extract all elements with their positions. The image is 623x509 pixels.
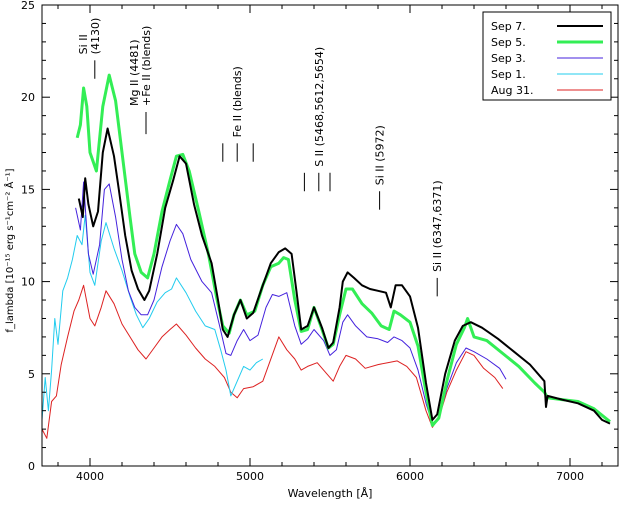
annotation-label: Si II [77,34,90,54]
y-tick-label: 15 [21,183,35,196]
legend-label: Sep 7. [491,20,526,33]
y-tick-label: 5 [28,368,35,381]
y-tick-label: 25 [21,0,35,12]
y-tick-label: 0 [28,460,35,473]
series-line [75,73,611,427]
legend-label: Sep 5. [491,36,526,49]
annotation-label: S II (5468,5612,5654) [313,47,326,167]
annotation-label: Fe II (blends) [231,66,244,137]
series-layer [41,73,611,439]
x-axis-label: Wavelength [Å] [288,487,373,500]
annotation-label: Si II (5972) [374,125,387,185]
y-tick-label: 10 [21,276,35,289]
series-line [41,214,264,420]
annotation-label: +Fe II (blends) [140,26,153,106]
series-line [41,284,504,439]
annotation-label: Mg II (4481) [128,39,141,106]
legend-label: Sep 1. [491,68,526,81]
legend-label: Sep 3. [491,52,526,65]
series-line [77,127,611,425]
x-tick-label: 5000 [236,470,264,483]
x-tick-label: 4000 [76,470,104,483]
legend-label: Aug 31. [491,84,533,97]
axis-ticks: 4000 5000 6000 7000 0 5 10 15 20 25 [21,0,618,483]
plot-frame [41,4,619,467]
annotation-label: Si II (6347,6371) [431,180,444,272]
y-axis-label: f_lambda [10⁻¹⁵ erg s⁻¹cm⁻² Å⁻¹] [3,168,16,332]
x-tick-label: 7000 [556,470,584,483]
x-tick-label: 6000 [396,470,424,483]
annotation-label: (4130) [89,18,102,55]
legend: Sep 7. Sep 5. Sep 3. Sep 1. Aug 31. [482,11,612,101]
y-tick-label: 20 [21,91,35,104]
line-annotations: Si II (4130) Mg II (4481) +Fe II (blends) Fe… [77,18,444,297]
series-line [75,181,507,425]
